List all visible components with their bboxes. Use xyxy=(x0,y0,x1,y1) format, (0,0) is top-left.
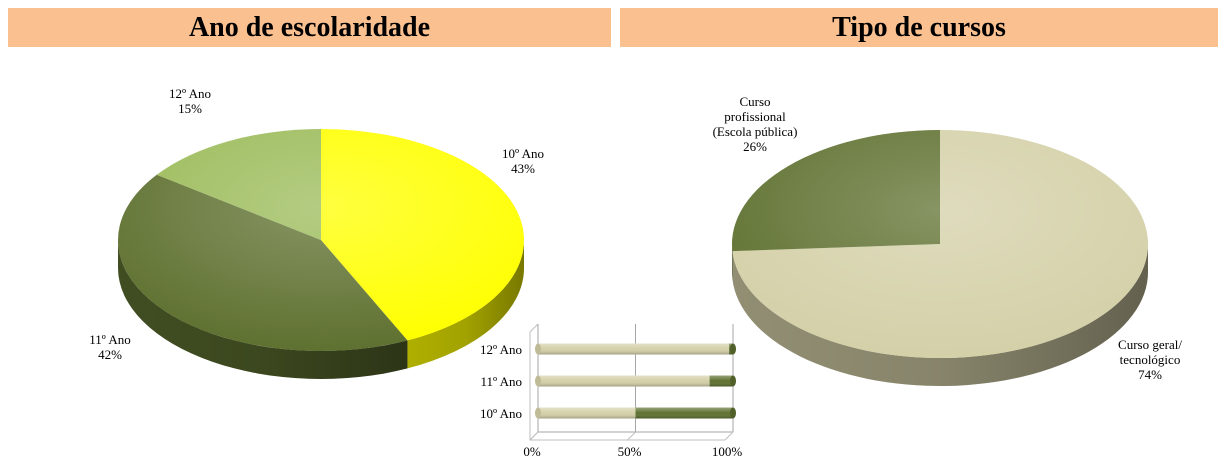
pie1-label-11-ano: 11º Ano 42% xyxy=(89,332,131,362)
pie1-label-12-ano: 12º Ano 15% xyxy=(169,86,211,116)
bar-segment-shade-11-ano-s0 xyxy=(538,375,710,387)
bar-grid-base-0 xyxy=(529,431,539,441)
bar-grid-base-1 xyxy=(627,431,636,441)
pie2-rim-shade-curso-geral-tecnologico xyxy=(732,244,1148,386)
pie1-rim-shade-10-ano xyxy=(407,240,524,369)
bar-category-label: 12º Ano xyxy=(480,342,522,357)
pie-chart-ano-de-escolaridade xyxy=(117,129,524,379)
bar-category-label: 11º Ano xyxy=(481,374,522,389)
pie2-label-curso-profissional: Curso profissional (Escola pública) 26% xyxy=(712,94,798,154)
bar-cap-end-11-ano xyxy=(730,375,736,387)
bar-axis-corner-top xyxy=(529,323,539,333)
pie2-label-curso-geral: Curso geral/tecnológico 74% xyxy=(1118,337,1182,382)
bar-category-label: 10º Ano xyxy=(480,406,522,421)
bar-cap-start-10-ano xyxy=(535,407,541,419)
title-tipo-de-cursos: Tipo de cursos xyxy=(620,8,1218,47)
pie2-shine xyxy=(732,130,1148,358)
bar-segment-shade-12-ano-s0 xyxy=(538,343,730,355)
bar-x-tick-label: 0% xyxy=(523,444,541,458)
bar-cap-end-10-ano xyxy=(730,407,736,419)
pie1-shine xyxy=(118,129,524,351)
bar-x-tick-label: 100% xyxy=(712,444,743,458)
bar-x-tick-label: 50% xyxy=(618,444,642,458)
title-ano-de-escolaridade: Ano de escolaridade xyxy=(8,8,611,47)
bar-segment-shade-10-ano-s1 xyxy=(635,407,733,419)
bar-cap-start-12-ano xyxy=(535,343,541,355)
pie1-label-10-ano: 10º Ano 43% xyxy=(502,146,544,176)
bar-cap-start-11-ano xyxy=(535,375,541,387)
pie-chart-tipo-de-cursos xyxy=(732,130,1148,386)
bar-chart-percent: 0% 50% 100% 10º Ano 11º Ano 12º Ano xyxy=(480,323,743,458)
bar-segment-shade-10-ano-s0 xyxy=(538,407,636,419)
bar-cap-end-12-ano xyxy=(730,343,736,355)
bar-grid-base-2 xyxy=(724,431,734,441)
pie1-rim-shade-11-ano xyxy=(117,240,408,379)
bar-segment-shade-11-ano-s1 xyxy=(709,375,733,387)
